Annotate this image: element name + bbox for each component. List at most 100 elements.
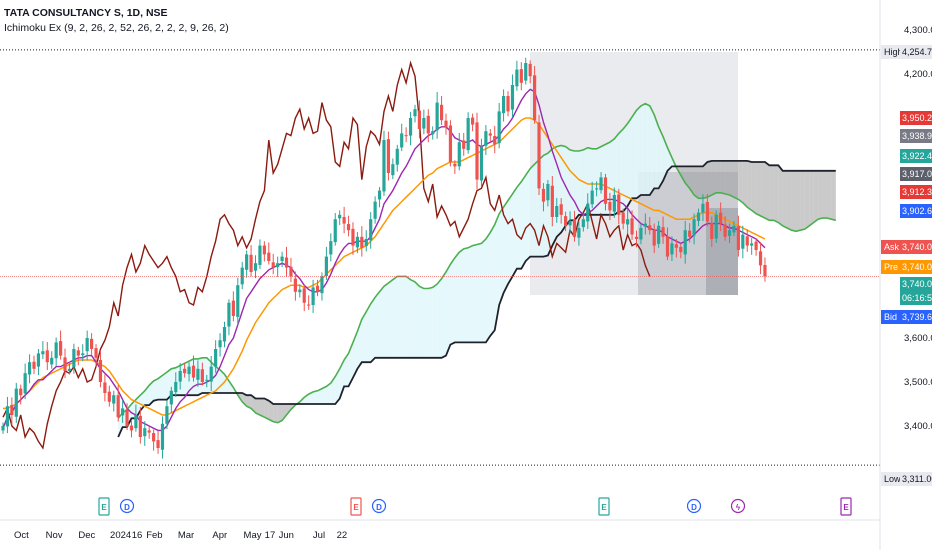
candle xyxy=(413,104,417,123)
cloud-segment xyxy=(255,398,260,415)
candle-body xyxy=(519,69,523,83)
candle-body xyxy=(27,362,32,375)
candle xyxy=(67,361,72,375)
candle-body xyxy=(488,133,492,136)
cloud-segment xyxy=(516,181,522,269)
candle xyxy=(643,213,647,235)
candle xyxy=(50,351,54,369)
candle-body xyxy=(599,177,603,191)
cloud-segment xyxy=(578,149,584,215)
candle xyxy=(112,390,116,412)
candle xyxy=(683,220,687,264)
candle-body xyxy=(408,118,413,136)
y-tick-label: 3,400.00 xyxy=(904,421,932,432)
cloud-segment xyxy=(654,114,659,189)
candle xyxy=(307,295,311,310)
candle-body xyxy=(546,184,550,201)
candle-body xyxy=(568,221,572,226)
candle-body xyxy=(94,348,98,358)
candle-body xyxy=(227,302,231,327)
candle-body xyxy=(515,69,519,87)
cloud-segment xyxy=(627,116,633,206)
marker-glyph: D xyxy=(376,503,382,512)
candle-body xyxy=(750,243,754,246)
candle-body xyxy=(404,135,408,137)
candle-body xyxy=(329,241,333,255)
candle-body xyxy=(156,440,160,448)
candle-body xyxy=(174,382,178,393)
candle xyxy=(577,221,581,246)
candle-body xyxy=(19,388,23,396)
candle-body xyxy=(222,327,227,342)
price-label-value: 4,254.75 xyxy=(902,47,932,57)
cloud-segment xyxy=(698,166,703,199)
candle-body xyxy=(533,75,537,121)
candle xyxy=(147,425,151,439)
candle xyxy=(435,92,439,139)
candle xyxy=(719,202,723,232)
candle xyxy=(493,125,497,154)
candle xyxy=(457,132,461,171)
candle xyxy=(705,194,709,227)
y-tick-label: 4,300.00 xyxy=(904,25,932,36)
cloud-segment xyxy=(224,374,229,393)
cloud-segment xyxy=(264,398,269,420)
candle xyxy=(701,194,705,221)
price-label-bg xyxy=(900,291,932,305)
candle xyxy=(205,374,209,388)
candle-body xyxy=(360,236,364,248)
cloud-segment xyxy=(711,160,717,195)
candle-body xyxy=(103,382,107,393)
candle-body xyxy=(470,117,475,125)
dividend-marker-icon: D xyxy=(371,498,387,514)
candle-body xyxy=(36,353,41,367)
candle xyxy=(14,382,18,423)
cloud-segment xyxy=(680,166,686,183)
candle xyxy=(351,222,355,255)
candle xyxy=(599,172,603,194)
price-label-bg xyxy=(900,277,932,291)
candle-body xyxy=(497,111,501,144)
candle-body xyxy=(245,254,249,270)
cloud-segment xyxy=(477,243,482,343)
candle xyxy=(444,113,448,135)
candle-body xyxy=(85,338,89,352)
candle xyxy=(125,403,129,430)
candle xyxy=(355,231,359,254)
candle-body xyxy=(719,212,723,224)
candle-body xyxy=(555,206,559,217)
cloud-segment xyxy=(742,160,748,208)
price-label-bg xyxy=(900,45,932,59)
cloud-segment xyxy=(397,276,402,358)
candle-body xyxy=(107,391,111,402)
candle xyxy=(338,210,342,225)
candle xyxy=(497,103,501,149)
cloud-segment xyxy=(658,126,664,189)
candle-body xyxy=(462,140,466,149)
candle xyxy=(276,256,280,277)
cloud-segment xyxy=(640,103,646,195)
candle-body xyxy=(572,219,577,237)
candle xyxy=(612,187,616,218)
earnings-marker-icon: E xyxy=(350,497,362,516)
candle-body xyxy=(723,224,727,237)
candle-body xyxy=(391,164,395,176)
cloud-segment xyxy=(791,170,796,232)
candle xyxy=(754,238,758,256)
candle xyxy=(183,362,187,378)
price-label-value: 3,311.00 xyxy=(902,474,932,484)
candle xyxy=(174,372,178,397)
candle xyxy=(541,183,546,212)
candle xyxy=(27,354,32,384)
candle-body xyxy=(76,350,80,356)
candle xyxy=(382,130,386,196)
candle-body xyxy=(550,185,554,217)
price-label-value: 3,740.00 xyxy=(902,279,932,289)
cloud-segment xyxy=(499,207,504,305)
candle xyxy=(475,112,479,190)
price-label-value: 3,902.65 xyxy=(902,206,932,216)
candle xyxy=(422,109,426,135)
cloud-segment xyxy=(503,200,509,293)
candle xyxy=(41,341,45,360)
